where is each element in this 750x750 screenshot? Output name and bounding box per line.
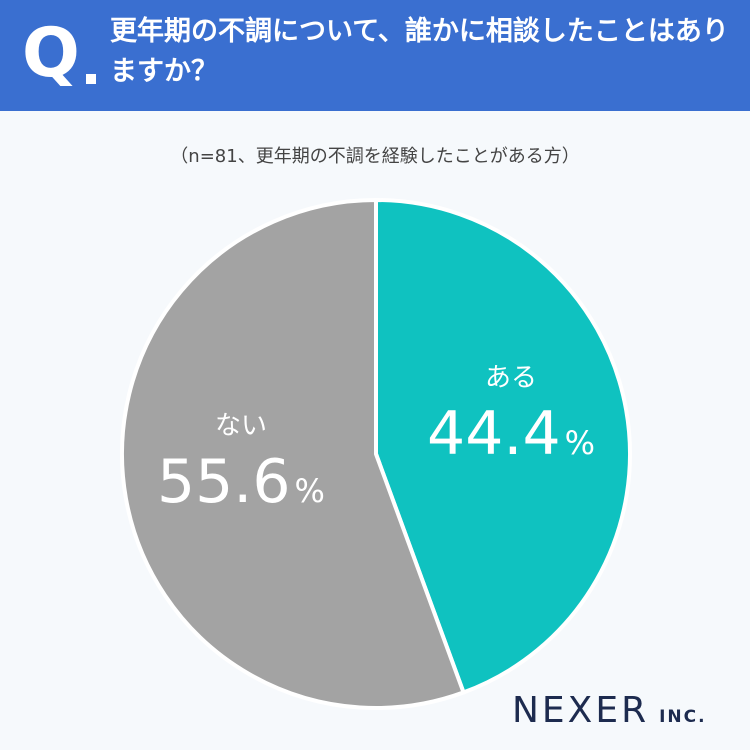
question-text: 更年期の不調について、誰かに相談したことはありますか？: [110, 16, 729, 87]
question-mark-dot: [86, 74, 96, 84]
sample-note: （n=81、更年期の不調を経験したことがある方）: [170, 146, 580, 167]
pie-slice-1: [120, 198, 466, 710]
slice-label-0: ある: [485, 363, 537, 393]
slice-label-1: ない: [215, 411, 267, 441]
question-mark: Q: [22, 14, 80, 93]
nexer-logo: NEXER INC.: [512, 690, 707, 731]
question-header: Q 更年期の不調について、誰かに相談したことはありますか？: [0, 0, 750, 111]
slice-value-0: 44.4%: [427, 399, 595, 469]
slice-value-1: 55.6%: [157, 447, 325, 517]
logo-suffix: INC.: [659, 707, 707, 727]
logo-name: NEXER: [512, 690, 650, 731]
pie-slice-0: [374, 198, 632, 695]
